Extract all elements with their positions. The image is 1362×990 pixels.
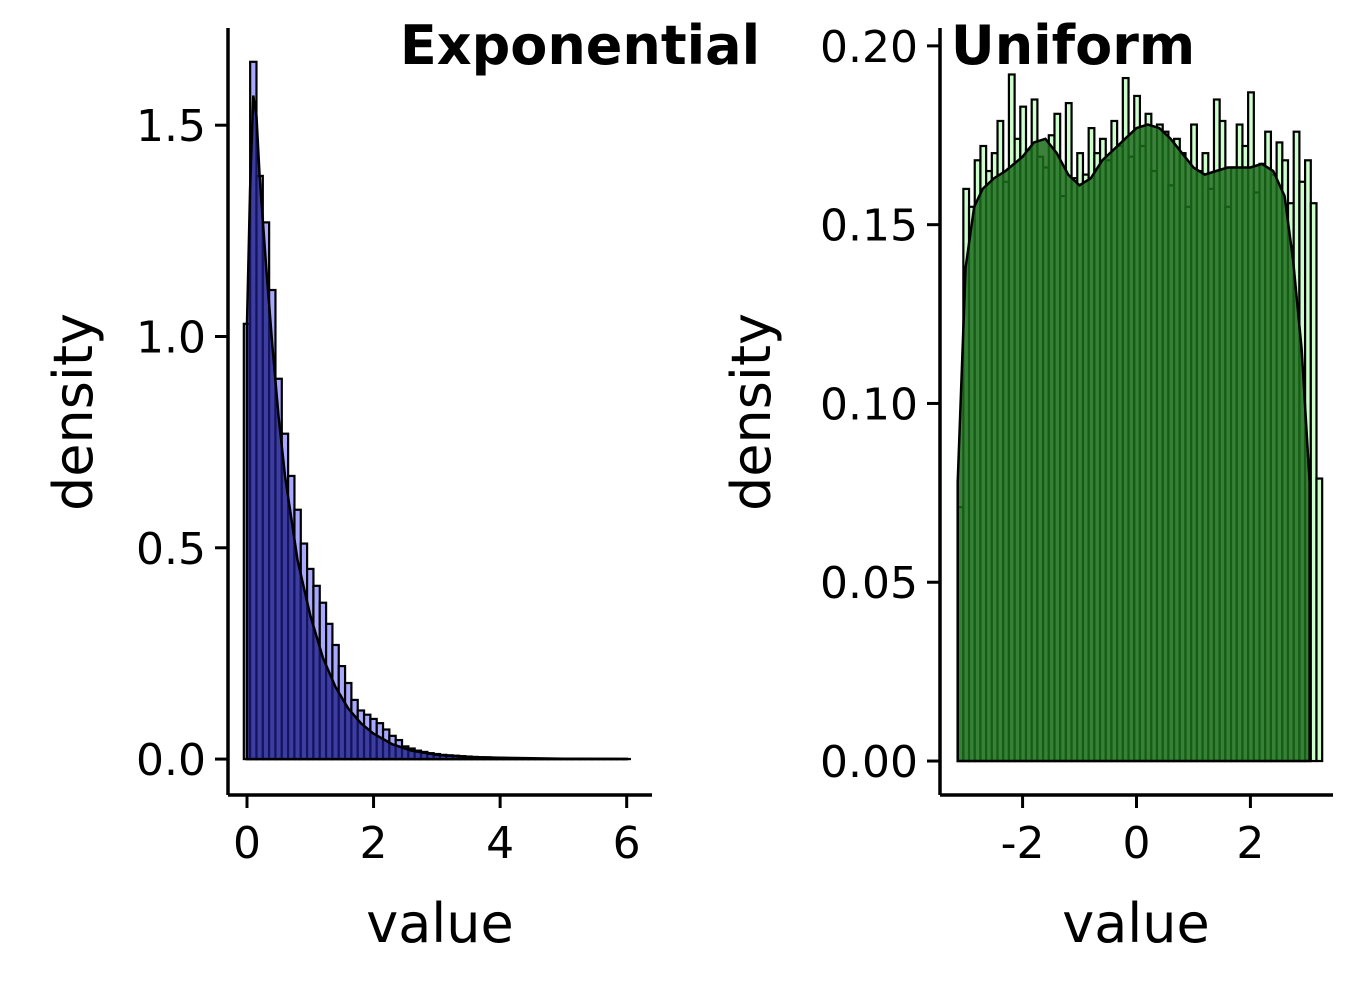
exponential-x-tick-label: 2 [360, 818, 388, 869]
exponential-x-tick-label: 4 [486, 818, 514, 869]
uniform-x-tick-label: 2 [1236, 818, 1264, 869]
exponential-y-tick-label: 1.0 [136, 312, 206, 363]
uniform-y-tick-label: 0.10 [820, 379, 918, 430]
exponential-x-tick-label: 0 [233, 818, 261, 869]
exponential-y-axis-label: density [42, 313, 105, 511]
exponential-y-tick-label: 1.5 [136, 101, 206, 152]
uniform-y-tick-label: 0.20 [820, 22, 918, 73]
exponential-y-tick-label: 0.0 [136, 735, 206, 786]
uniform-y-axis-label: density [720, 313, 783, 511]
exponential-panel: 0 2 4 6 0.0 0.5 1.0 1.5 Exponential value density [42, 14, 760, 955]
exponential-x-tick-label: 6 [613, 818, 641, 869]
uniform-x-tick-label: -2 [1001, 818, 1045, 869]
uniform-y-tick-label: 0.05 [820, 558, 918, 609]
exponential-axes: 0 2 4 6 0.0 0.5 1.0 1.5 [136, 28, 652, 869]
uniform-y-tick-label: 0.15 [820, 201, 918, 252]
exponential-density-curve [245, 95, 628, 761]
uniform-panel: -2 0 2 0.00 0.05 0.10 0.15 0.20 Uniform value dens… [720, 14, 1333, 955]
uniform-axes: -2 0 2 0.00 0.05 0.10 0.15 0.20 [820, 22, 1333, 869]
uniform-panel-title: Uniform [951, 14, 1195, 77]
uniform-x-tick-label: 0 [1123, 818, 1151, 869]
exponential-x-axis-label: value [366, 892, 514, 955]
uniform-y-tick-label: 0.00 [820, 737, 918, 788]
exponential-y-tick-label: 0.5 [136, 524, 206, 575]
uniform-bar [1315, 477, 1324, 763]
uniform-density-curve [956, 123, 1311, 763]
uniform-x-axis-label: value [1062, 892, 1210, 955]
exponential-panel-title: Exponential [400, 14, 760, 77]
